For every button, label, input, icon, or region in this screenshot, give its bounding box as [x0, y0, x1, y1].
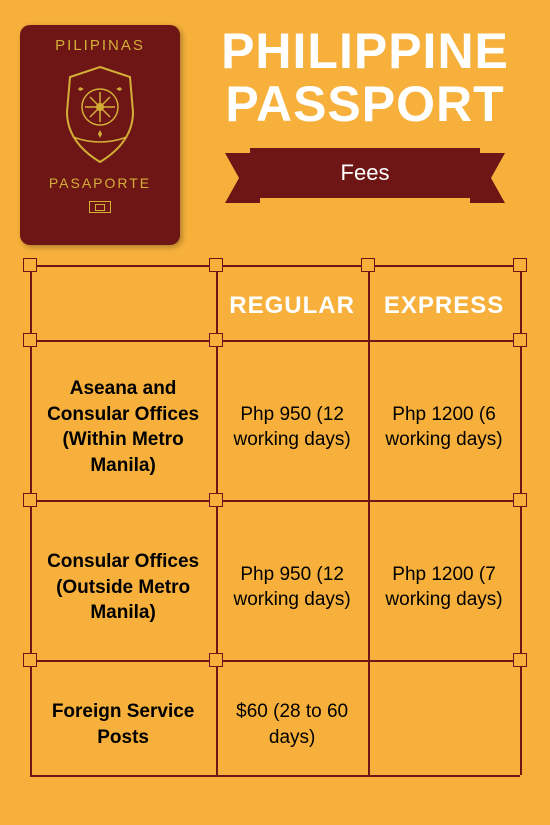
table-header-row: REGULAR EXPRESS: [30, 265, 520, 347]
header-blank: [30, 265, 216, 347]
cell-regular: $60 (28 to 60 days): [216, 667, 368, 782]
table-row: Consular Offices (Outside Metro Manila) …: [30, 507, 520, 667]
cell-regular: Php 950 (12 working days): [216, 507, 368, 667]
biometric-chip-icon: [89, 201, 111, 213]
row-label: Consular Offices (Outside Metro Manila): [30, 507, 216, 667]
header-regular: REGULAR: [216, 265, 368, 347]
header: PILIPINAS PASAPORTE PHILIP: [0, 0, 550, 265]
ribbon-banner: Fees: [225, 148, 505, 198]
title-area: PHILIPPINE PASSPORT Fees: [200, 25, 530, 198]
header-express: EXPRESS: [368, 265, 520, 347]
main-title: PHILIPPINE PASSPORT: [221, 25, 509, 130]
passport-top-text: PILIPINAS: [55, 37, 145, 54]
row-label: Aseana and Consular Offices (Within Metr…: [30, 347, 216, 507]
cell-regular: Php 950 (12 working days): [216, 347, 368, 507]
fees-table-wrap: REGULAR EXPRESS Aseana and Consular Offi…: [0, 265, 550, 782]
row-label: Foreign Service Posts: [30, 667, 216, 782]
title-line1: PHILIPPINE: [221, 25, 509, 78]
fees-table: REGULAR EXPRESS Aseana and Consular Offi…: [30, 265, 520, 782]
passport-bottom-text: PASAPORTE: [49, 175, 151, 191]
passport-cover: PILIPINAS PASAPORTE: [20, 25, 180, 245]
cell-express: Php 1200 (7 working days): [368, 507, 520, 667]
table-row: Aseana and Consular Offices (Within Metr…: [30, 347, 520, 507]
title-line2: PASSPORT: [221, 78, 509, 131]
ribbon-label: Fees: [250, 148, 480, 198]
cell-express: [368, 667, 520, 782]
cell-express: Php 1200 (6 working days): [368, 347, 520, 507]
infographic-container: PILIPINAS PASAPORTE PHILIP: [0, 0, 550, 825]
table-row: Foreign Service Posts $60 (28 to 60 days…: [30, 667, 520, 782]
coat-of-arms-icon: [55, 62, 145, 167]
